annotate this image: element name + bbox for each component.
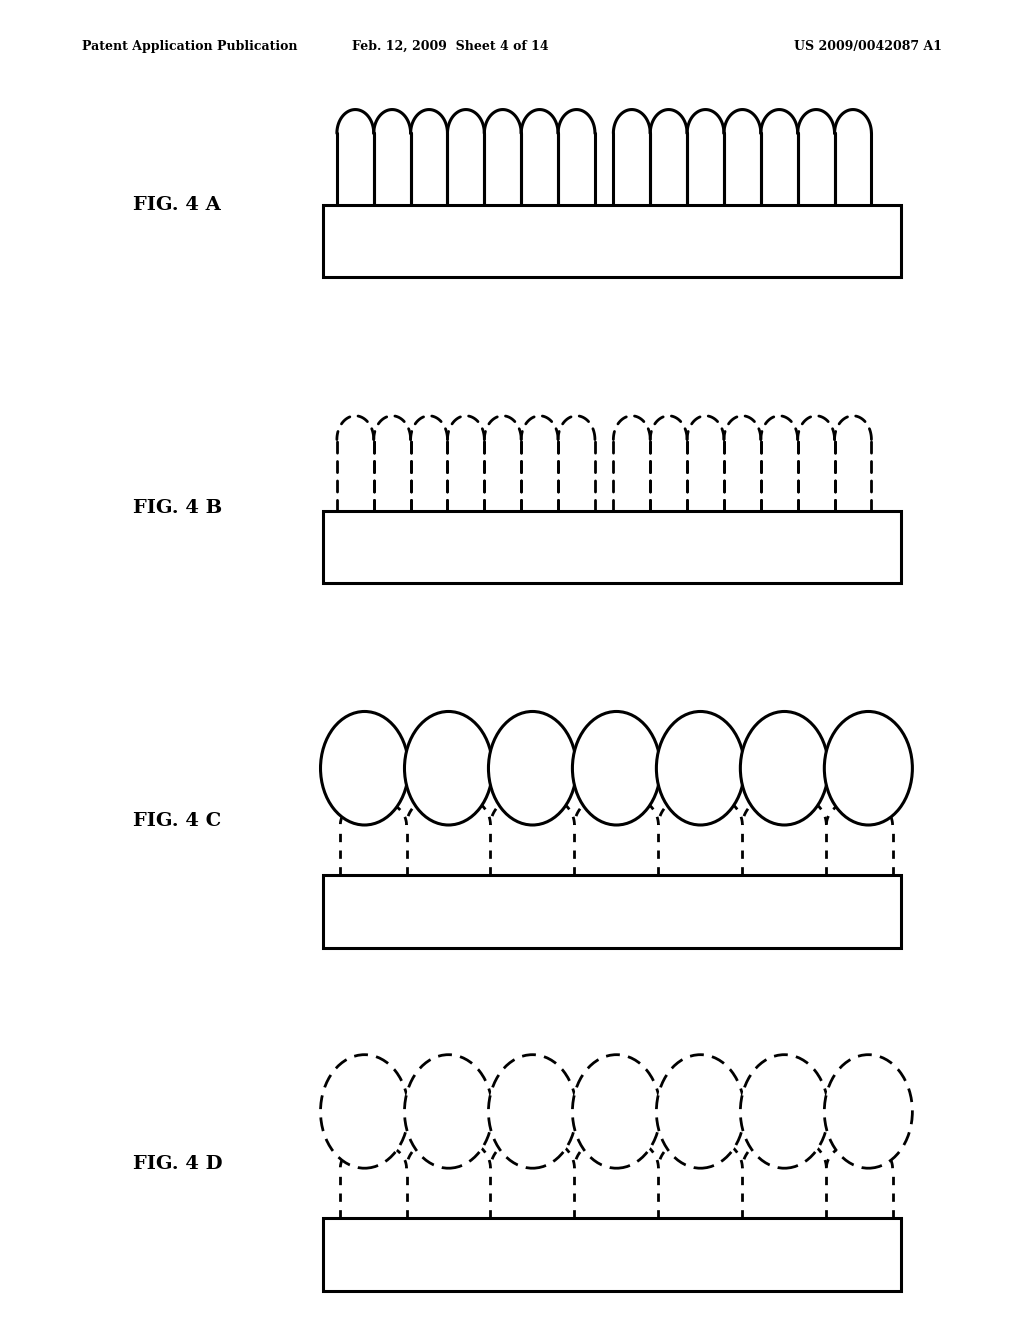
Circle shape (656, 711, 744, 825)
Text: FIG. 4 D: FIG. 4 D (133, 1155, 223, 1173)
Circle shape (404, 1055, 493, 1168)
Circle shape (740, 1055, 828, 1168)
Bar (323, 511, 901, 583)
Text: FIG. 4 B: FIG. 4 B (133, 499, 222, 517)
Circle shape (404, 711, 493, 825)
Bar (323, 875, 901, 948)
Text: US 2009/0042087 A1: US 2009/0042087 A1 (794, 40, 942, 53)
Circle shape (572, 1055, 660, 1168)
Circle shape (656, 1055, 744, 1168)
Circle shape (824, 711, 912, 825)
Circle shape (572, 711, 660, 825)
Bar (323, 1218, 901, 1291)
Circle shape (488, 1055, 577, 1168)
Circle shape (488, 711, 577, 825)
Circle shape (740, 711, 828, 825)
Text: FIG. 4 C: FIG. 4 C (133, 812, 221, 830)
Circle shape (824, 1055, 912, 1168)
Circle shape (321, 711, 409, 825)
Text: Patent Application Publication: Patent Application Publication (82, 40, 297, 53)
Circle shape (321, 1055, 409, 1168)
Bar (323, 205, 901, 277)
Text: Feb. 12, 2009  Sheet 4 of 14: Feb. 12, 2009 Sheet 4 of 14 (352, 40, 549, 53)
Text: FIG. 4 A: FIG. 4 A (133, 195, 221, 214)
